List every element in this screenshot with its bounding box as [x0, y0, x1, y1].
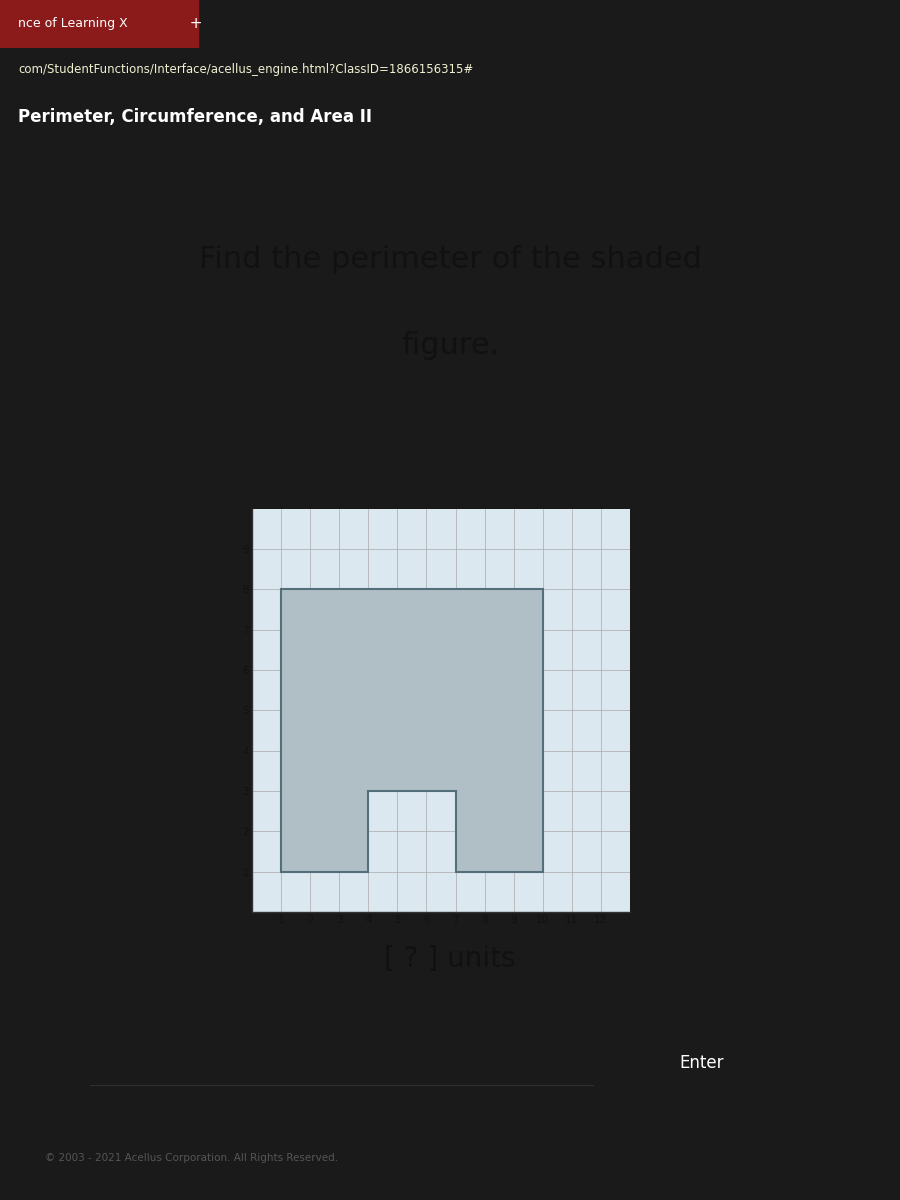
- Text: © 2003 - 2021 Acellus Corporation. All Rights Reserved.: © 2003 - 2021 Acellus Corporation. All R…: [45, 1153, 338, 1163]
- Text: nce of Learning X: nce of Learning X: [18, 18, 128, 30]
- Text: [ ? ] units: [ ? ] units: [384, 944, 516, 973]
- Text: Find the perimeter of the shaded: Find the perimeter of the shaded: [199, 245, 701, 274]
- Bar: [0, 0, 198, 48]
- Text: Enter: Enter: [680, 1054, 724, 1073]
- Text: +: +: [180, 17, 202, 31]
- Polygon shape: [281, 589, 543, 871]
- Text: figure.: figure.: [400, 331, 500, 360]
- Text: Perimeter, Circumference, and Area II: Perimeter, Circumference, and Area II: [18, 108, 372, 126]
- Text: com/StudentFunctions/Interface/acellus_engine.html?ClassID=1866156315#: com/StudentFunctions/Interface/acellus_e…: [18, 62, 473, 76]
